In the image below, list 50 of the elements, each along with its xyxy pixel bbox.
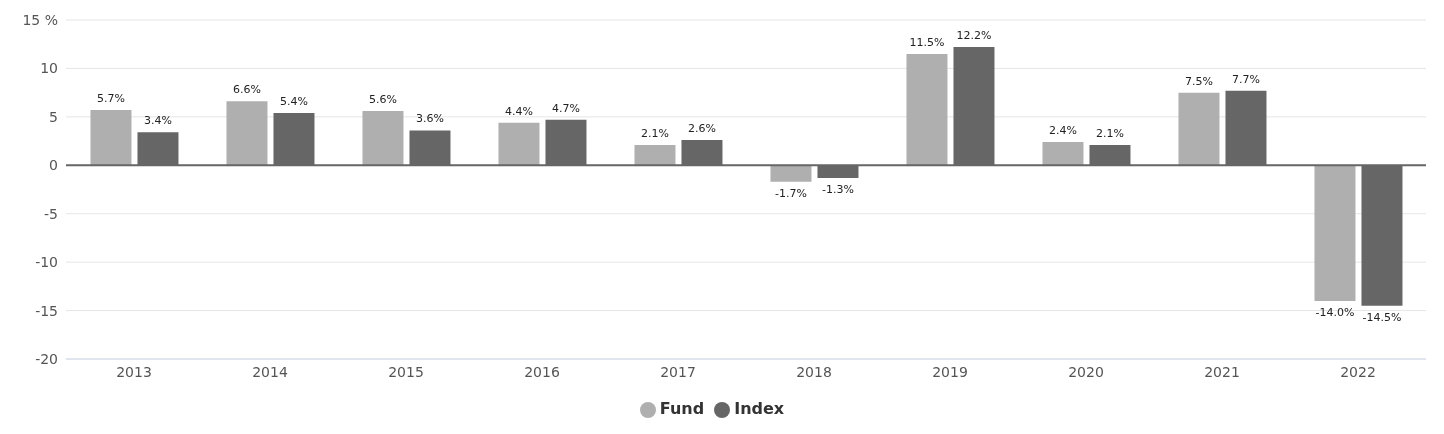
y-tick-label: -5 bbox=[44, 205, 58, 222]
bar bbox=[90, 110, 132, 166]
bar bbox=[770, 165, 812, 182]
data-label: 3.4% bbox=[144, 114, 172, 128]
x-tick-label: 2018 bbox=[796, 363, 832, 380]
data-label: 12.2% bbox=[956, 29, 992, 43]
x-tick-label: 2022 bbox=[1340, 363, 1376, 380]
data-label: 7.5% bbox=[1185, 74, 1213, 88]
bar bbox=[1178, 92, 1220, 166]
bar bbox=[362, 111, 404, 166]
bar bbox=[226, 101, 268, 166]
y-tick-label: 5 bbox=[49, 108, 58, 125]
x-tick-label: 2013 bbox=[116, 363, 152, 380]
data-label: 2.6% bbox=[688, 122, 716, 136]
data-label: -14.0% bbox=[1315, 305, 1355, 319]
data-label: 11.5% bbox=[909, 35, 945, 49]
y-tick-label: 0 bbox=[49, 157, 58, 174]
data-label: 2.4% bbox=[1049, 124, 1077, 138]
data-label: 4.7% bbox=[552, 101, 580, 115]
y-tick-label: -20 bbox=[35, 350, 58, 367]
x-tick-label: 2016 bbox=[524, 363, 560, 380]
x-tick-label: 2020 bbox=[1068, 363, 1104, 380]
y-tick-label: 15 % bbox=[22, 11, 58, 28]
y-tick-label: -15 bbox=[35, 302, 58, 319]
data-label: 2.1% bbox=[1096, 126, 1124, 140]
data-label: 5.6% bbox=[369, 93, 397, 107]
x-tick-label: 2021 bbox=[1204, 363, 1240, 380]
data-label: 5.4% bbox=[280, 94, 308, 108]
data-label: -14.5% bbox=[1362, 310, 1402, 324]
x-tick-label: 2015 bbox=[388, 363, 424, 380]
legend-label: Index bbox=[734, 399, 785, 418]
y-tick-label: -10 bbox=[35, 254, 58, 271]
data-label: 5.7% bbox=[97, 92, 125, 106]
bar bbox=[1314, 165, 1356, 301]
data-label: -1.7% bbox=[775, 186, 807, 200]
data-label: 2.1% bbox=[641, 126, 669, 140]
x-tick-label: 2017 bbox=[660, 363, 696, 380]
data-label: 4.4% bbox=[505, 104, 533, 118]
x-tick-label: 2019 bbox=[932, 363, 968, 380]
data-label: 3.6% bbox=[416, 112, 444, 126]
bar bbox=[906, 53, 948, 166]
bar bbox=[1042, 142, 1084, 166]
bar bbox=[498, 122, 540, 166]
y-tick-label: 10 bbox=[40, 60, 58, 77]
bar bbox=[634, 144, 676, 166]
legend-label: Fund bbox=[659, 399, 705, 418]
data-label: 6.6% bbox=[233, 83, 261, 97]
data-label: 7.7% bbox=[1232, 72, 1260, 86]
x-tick-label: 2014 bbox=[252, 363, 288, 380]
data-label: -1.3% bbox=[822, 182, 854, 196]
